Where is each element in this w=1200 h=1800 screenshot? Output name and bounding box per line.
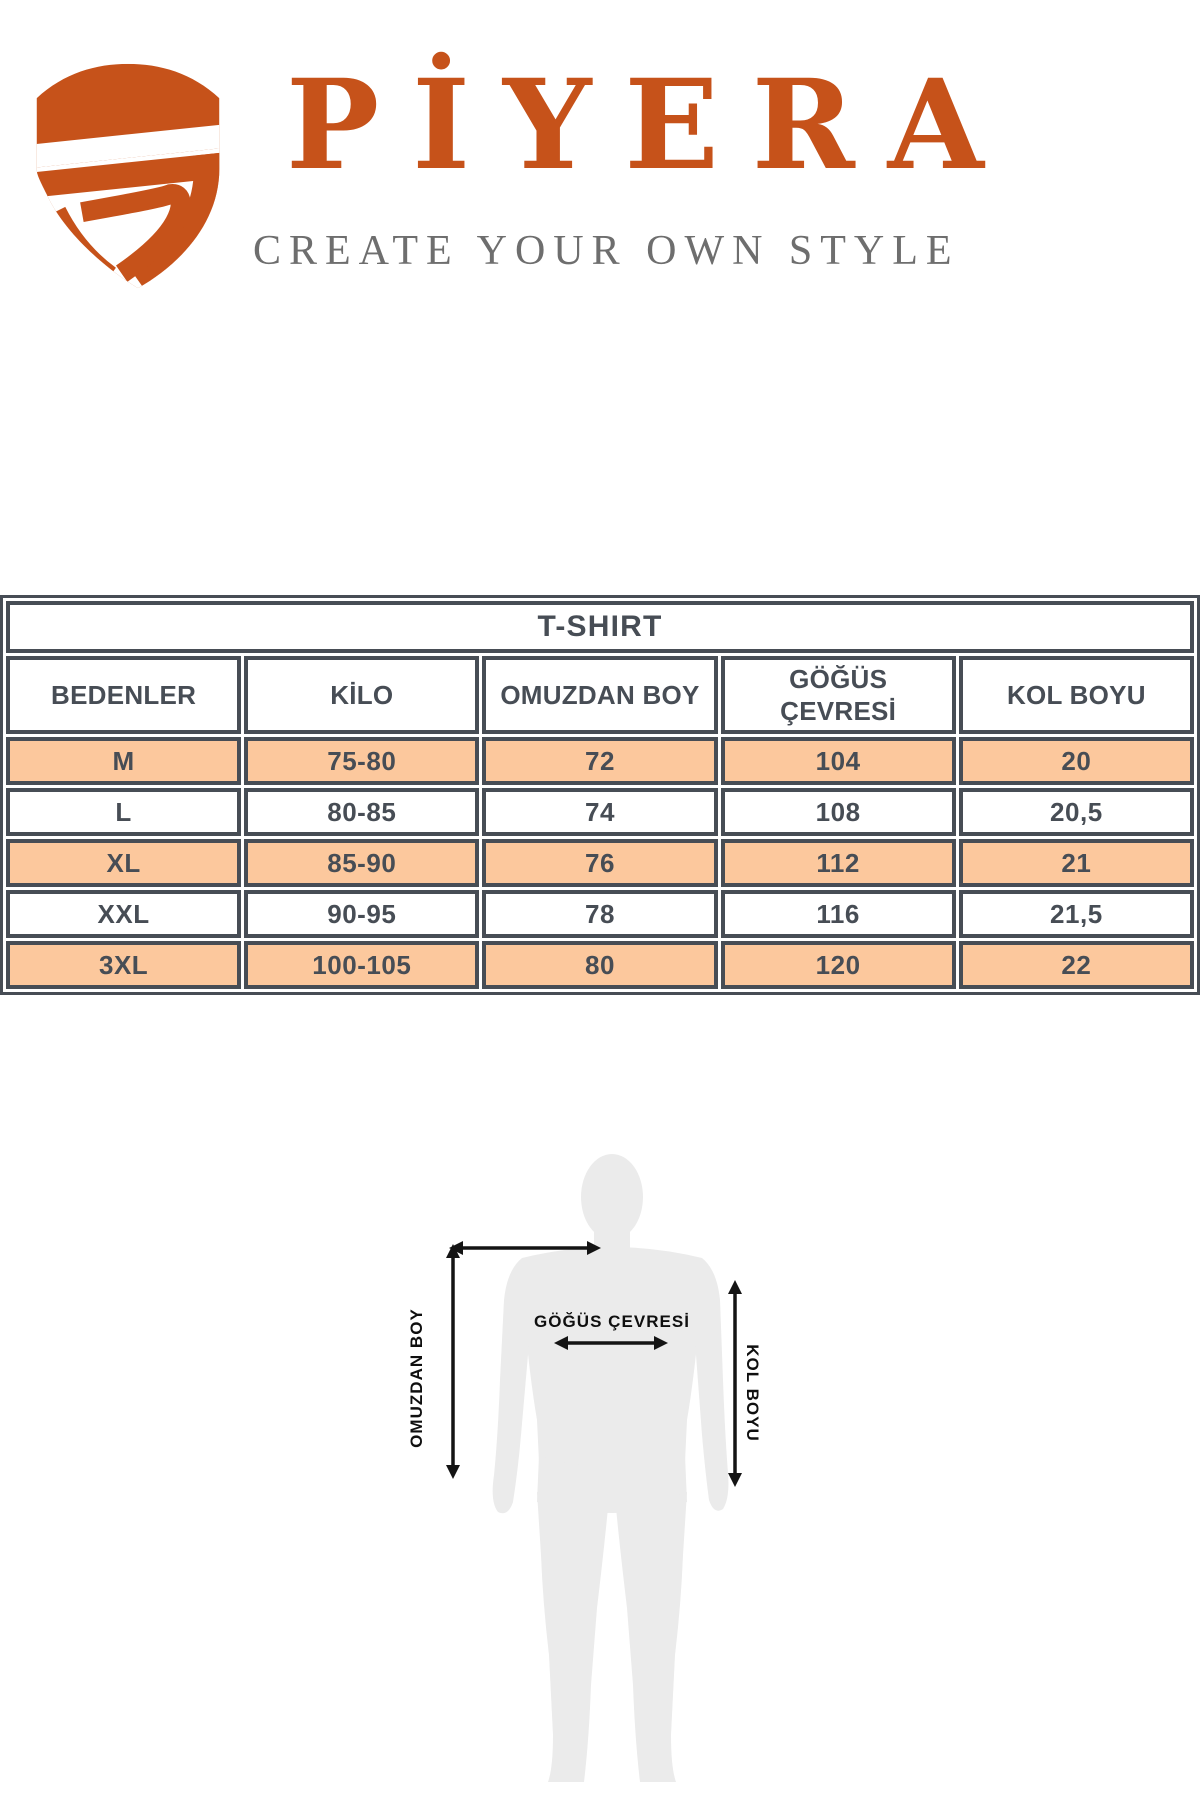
table-cell: L bbox=[6, 788, 242, 836]
label-gogus-cevresi: GÖĞÜS ÇEVRESİ bbox=[534, 1312, 690, 1331]
table-cell: 21,5 bbox=[958, 890, 1194, 938]
shoulder-width-arrow bbox=[449, 1241, 601, 1255]
table-cell: 85-90 bbox=[244, 839, 480, 887]
column-header-kol-boyu: KOL BOYU bbox=[958, 656, 1194, 734]
table-cell: 21 bbox=[958, 839, 1194, 887]
table-row-m: M 75-80 72 104 20 bbox=[6, 737, 1194, 785]
label-kol-boyu: KOL BOYU bbox=[743, 1344, 762, 1442]
table-cell: 100-105 bbox=[244, 941, 480, 989]
table-row-xxl: XXL 90-95 78 116 21,5 bbox=[6, 890, 1194, 938]
shield-shape bbox=[36, 63, 220, 289]
table-cell: 78 bbox=[482, 890, 718, 938]
table-row-3xl: 3XL 100-105 80 120 22 bbox=[6, 941, 1194, 989]
table-cell: 120 bbox=[720, 941, 956, 989]
table-cell: XL bbox=[6, 839, 242, 887]
label-omuzdan-boy: OMUZDAN BOY bbox=[407, 1308, 426, 1448]
table-cell: 104 bbox=[720, 737, 956, 785]
column-header-gogus-cevresi: GÖĞÜS ÇEVRESİ bbox=[720, 656, 956, 734]
table-row-l: L 80-85 74 108 20,5 bbox=[6, 788, 1194, 836]
table-cell: 3XL bbox=[6, 941, 242, 989]
table-cell: 76 bbox=[482, 839, 718, 887]
table-cell: 112 bbox=[720, 839, 956, 887]
table-row-xl: XL 85-90 76 112 21 bbox=[6, 839, 1194, 887]
table-cell: 80 bbox=[482, 941, 718, 989]
table-cell: 108 bbox=[720, 788, 956, 836]
table-cell: 20,5 bbox=[958, 788, 1194, 836]
silhouette-figure bbox=[492, 1154, 729, 1782]
table-cell: 90-95 bbox=[244, 890, 480, 938]
size-chart-table: T-SHIRT BEDENLER KİLO OMUZDAN BOY GÖĞÜS … bbox=[0, 595, 1200, 995]
table-caption: T-SHIRT bbox=[6, 601, 1194, 653]
table-cell: 20 bbox=[958, 737, 1194, 785]
column-header-bedenler: BEDENLER bbox=[6, 656, 242, 734]
column-header-omuzdan-boy: OMUZDAN BOY bbox=[482, 656, 718, 734]
table-cell: 22 bbox=[958, 941, 1194, 989]
piyera-shield-p-icon bbox=[36, 63, 220, 289]
arm-length-arrow bbox=[728, 1280, 742, 1487]
table-header-row: BEDENLER KİLO OMUZDAN BOY GÖĞÜS ÇEVRESİ … bbox=[6, 656, 1194, 734]
table-cell: 80-85 bbox=[244, 788, 480, 836]
column-header-kilo: KİLO bbox=[244, 656, 480, 734]
shoulder-length-arrow bbox=[446, 1244, 460, 1479]
body-silhouette-diagram bbox=[446, 1154, 742, 1782]
chest-arrow bbox=[554, 1336, 668, 1350]
table-cell: 116 bbox=[720, 890, 956, 938]
brand-name: PİYERA bbox=[286, 53, 1017, 198]
table-cell: 74 bbox=[482, 788, 718, 836]
brand-tagline: CREATE YOUR OWN STYLE bbox=[253, 228, 960, 274]
table-cell: 72 bbox=[482, 737, 718, 785]
table-cell: XXL bbox=[6, 890, 242, 938]
table-caption-row: T-SHIRT bbox=[6, 601, 1194, 653]
table-cell: 75-80 bbox=[244, 737, 480, 785]
table-cell: M bbox=[6, 737, 242, 785]
